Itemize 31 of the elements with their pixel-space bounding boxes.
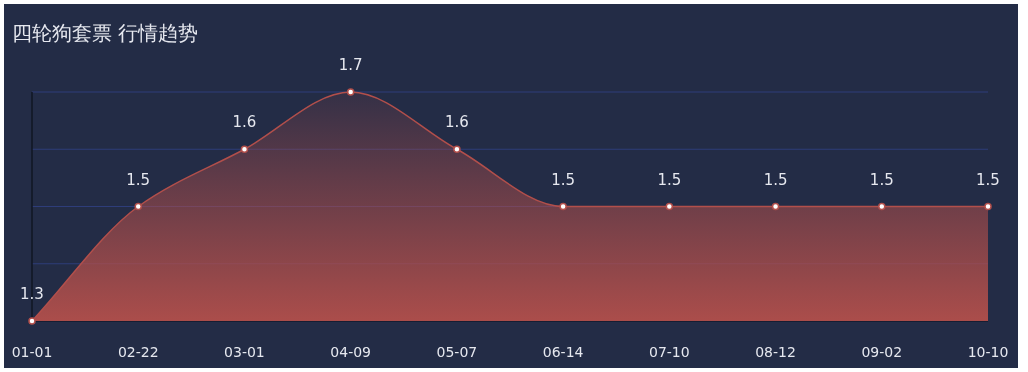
x-tick-label: 01-01 [11,344,53,360]
x-tick-label: 04-09 [330,344,372,360]
x-tick-label: 07-10 [648,344,690,360]
chart-title: 四轮狗套票 行情趋势 [12,21,199,45]
x-tick-label: 02-22 [117,344,159,360]
point [240,145,249,153]
data-label: 1.3 [20,285,44,303]
point [346,88,355,96]
point [984,202,992,211]
x-tick-label: 09-02 [861,344,903,360]
data-label: 1.6 [232,113,257,132]
data-label: 1.5 [976,170,1000,189]
point [453,145,461,153]
x-tick-label: 08-12 [755,344,796,360]
data-label: 1.6 [444,113,469,132]
point [134,202,142,211]
point [771,202,780,211]
data-label: 1.5 [657,170,682,189]
data-label: 1.5 [869,170,894,189]
data-label: 1.7 [338,56,363,74]
x-tick-label: 06-14 [542,344,584,360]
point [28,317,36,325]
data-label: 1.5 [763,170,788,189]
point [878,202,886,211]
x-tick-label: 03-01 [224,344,265,360]
point [559,202,567,211]
data-label: 1.5 [551,170,576,189]
x-tick-label: 10-10 [967,344,1009,360]
data-label: 1.5 [126,170,151,189]
x-tick-label: 05-07 [436,344,478,360]
point [665,202,674,211]
